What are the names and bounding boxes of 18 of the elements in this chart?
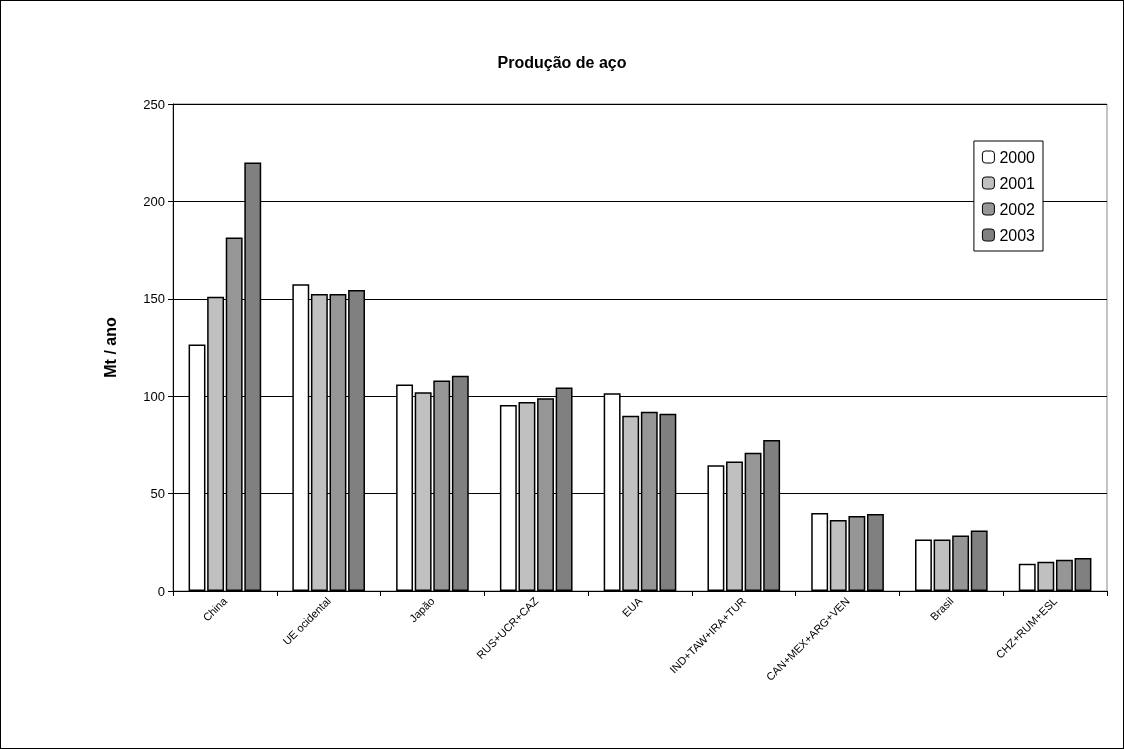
y-tick-label: 200	[143, 193, 165, 209]
y-tick-label: 150	[143, 291, 165, 307]
bar	[1055, 559, 1073, 591]
legend-label: 2002	[999, 200, 1036, 218]
legend-label: 2003	[999, 226, 1036, 244]
bar	[811, 513, 829, 591]
bar	[952, 535, 970, 591]
x-tick-label: EUA	[619, 594, 645, 620]
y-tick-label: 100	[143, 388, 165, 404]
legend-label: 2001	[999, 174, 1036, 192]
y-axis-title: Mt / ano	[101, 317, 119, 378]
y-tick-label: 250	[143, 96, 165, 112]
bar	[933, 539, 951, 591]
chart-title: Produção de aço	[497, 53, 627, 71]
legend-label: 2000	[999, 148, 1036, 166]
bar	[915, 539, 932, 591]
y-tick-label: 50	[150, 486, 165, 502]
y-tick-label: 0	[157, 583, 165, 599]
